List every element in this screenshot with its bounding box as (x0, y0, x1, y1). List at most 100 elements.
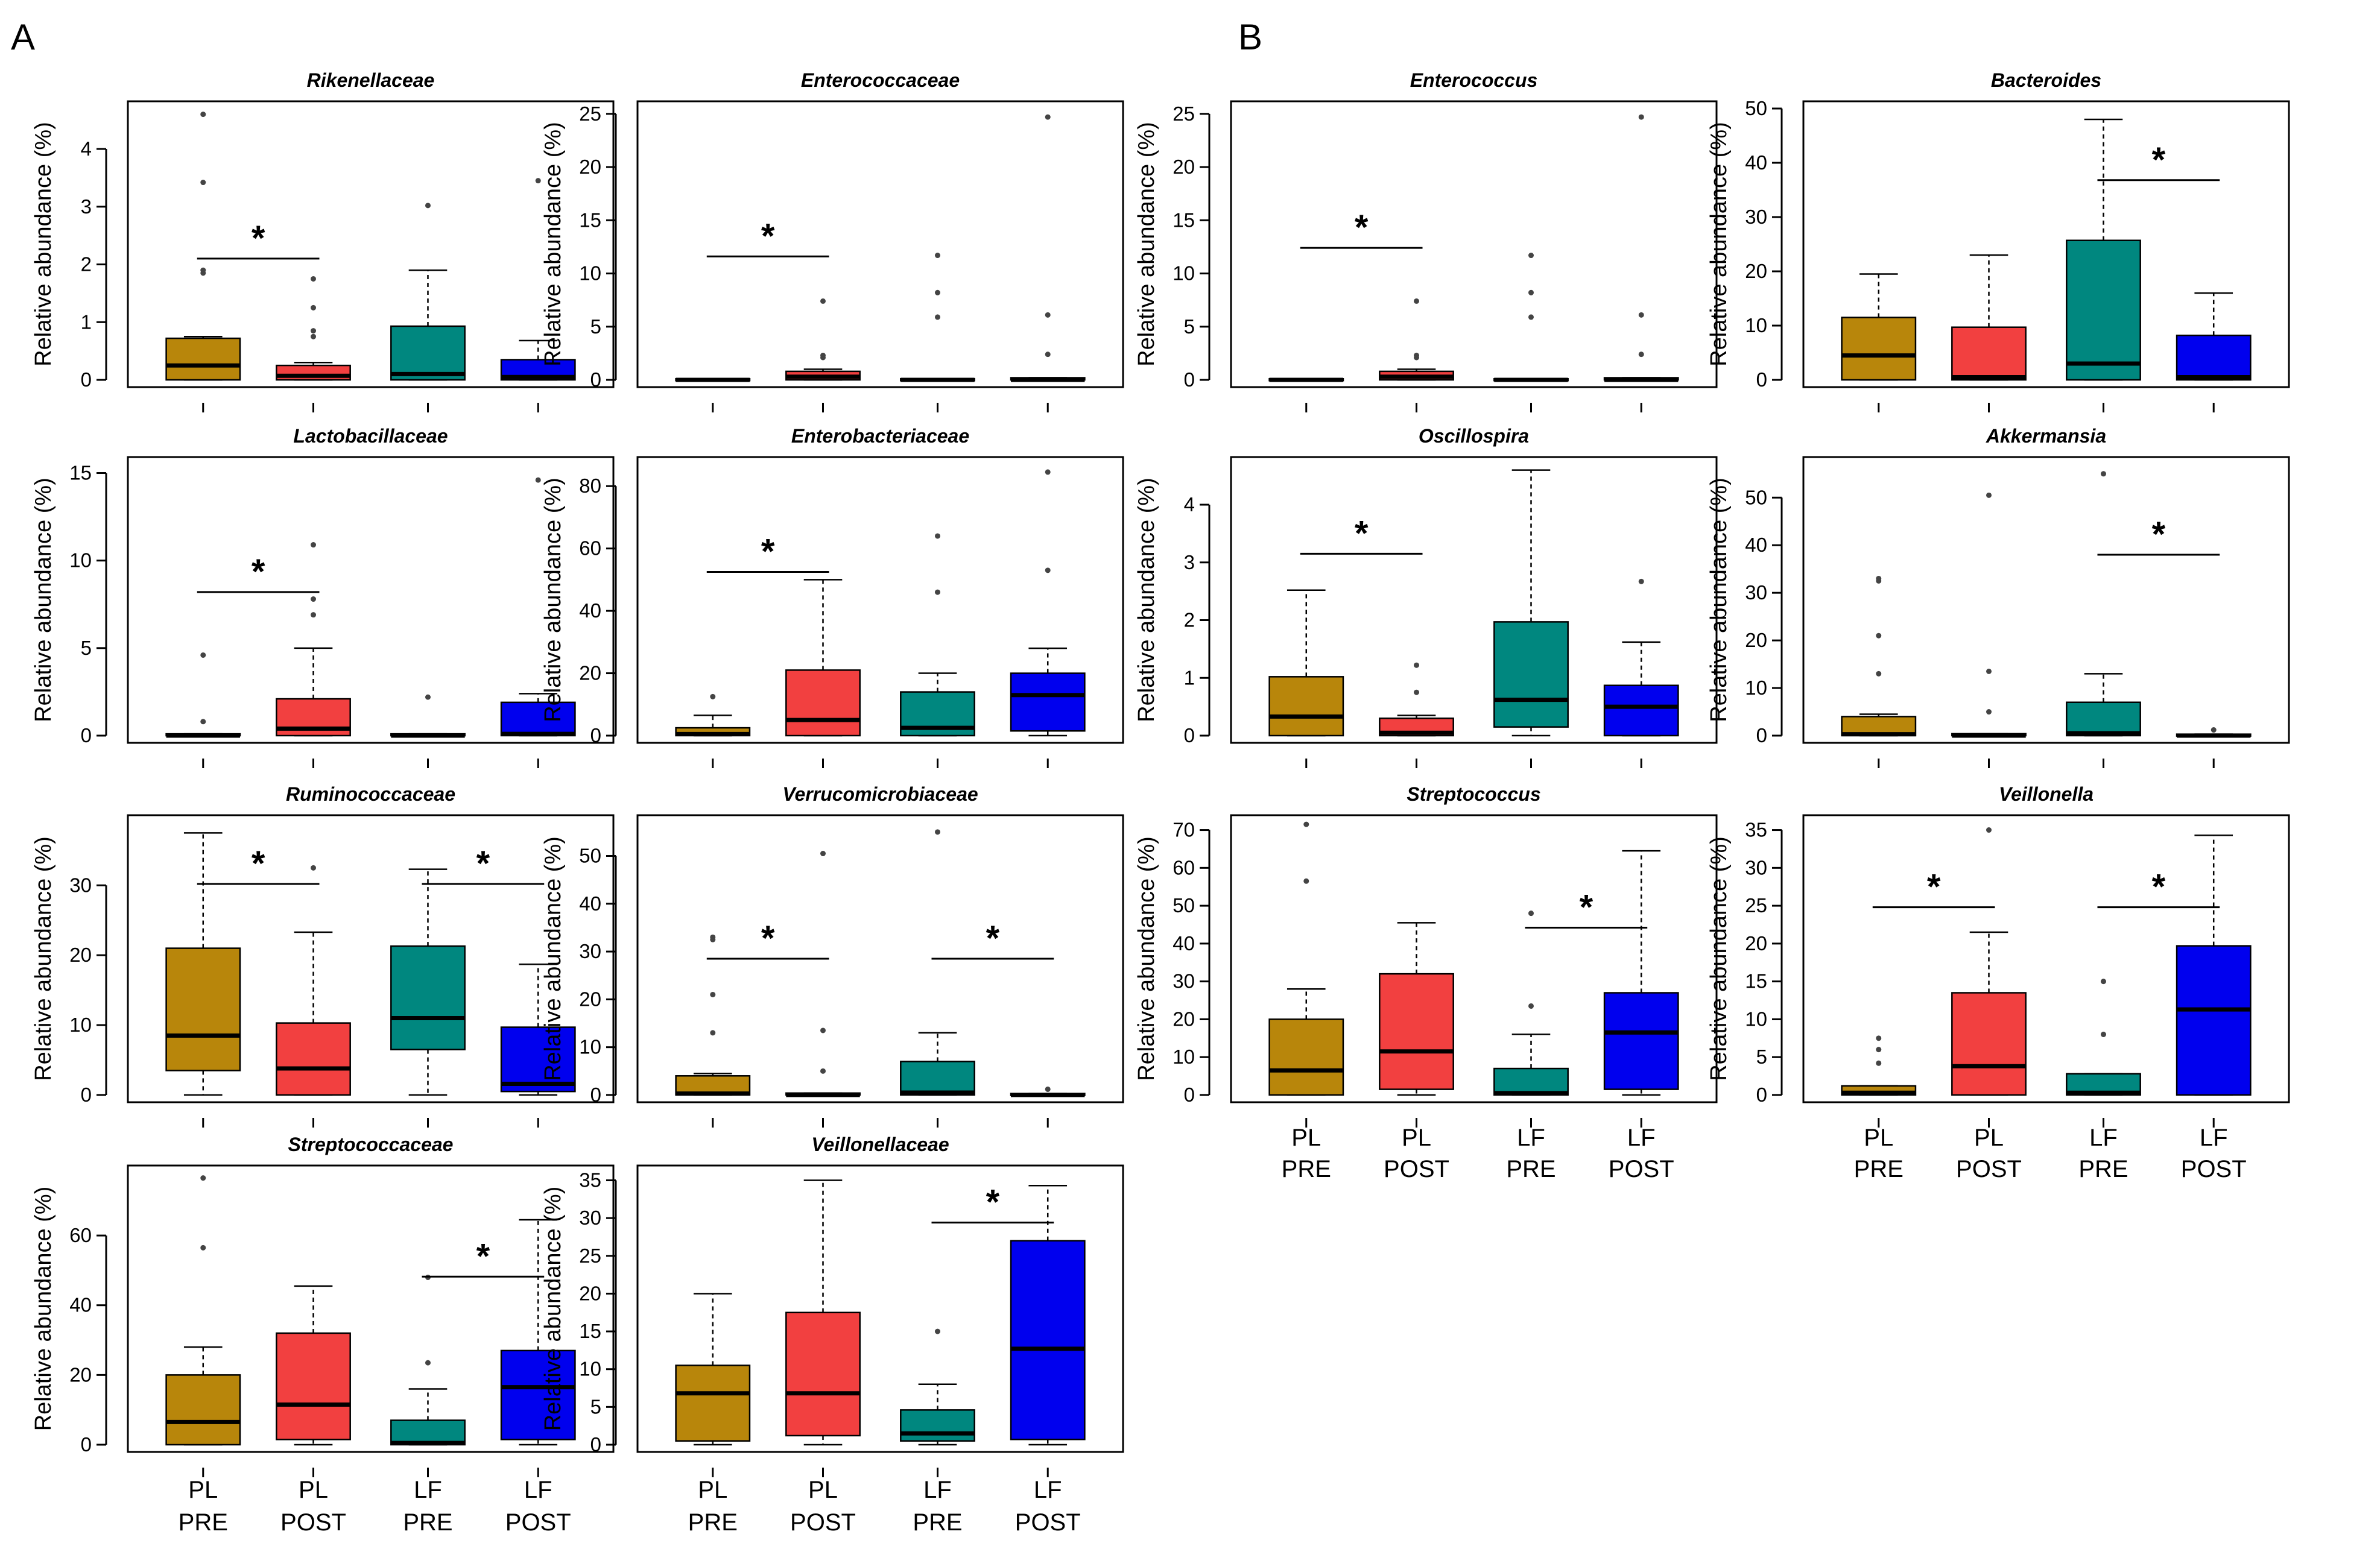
y-tick-label: 5 (1184, 315, 1195, 338)
y-tick-label: 10 (1173, 262, 1195, 285)
group-label-line2: PRE (913, 1509, 962, 1536)
y-tick-label: 0 (590, 724, 601, 746)
chart-verrucomicrobiaceae: Verrucomicrobiaceae 0 10 20 30 40 50 Relative a… (540, 783, 1124, 1128)
chart-title: Enterococcus (1410, 69, 1538, 91)
box-2 (276, 276, 351, 381)
outlier-point (2100, 1032, 2106, 1038)
chart-oscillospira: Oscillospira 0 1 2 3 4 Relative abundance (%) * (1134, 425, 1718, 768)
group-label-line1: LF (1627, 1125, 1656, 1151)
box-iqr (165, 947, 241, 1071)
y-tick-label: 30 (579, 1207, 601, 1229)
y-tick-label: 70 (1173, 819, 1195, 841)
box-iqr (2176, 334, 2252, 381)
box-3 (2066, 979, 2141, 1096)
outlier-point (1638, 352, 1644, 358)
box-1 (1268, 377, 1344, 382)
box-iqr (500, 1026, 576, 1093)
panel-label-b: B (1238, 17, 1262, 57)
box-2 (1379, 298, 1454, 381)
outlier-point (934, 314, 940, 320)
y-tick-label: 50 (579, 845, 601, 867)
outlier-point (1876, 670, 1882, 677)
y-tick-label: 20 (1173, 1008, 1195, 1030)
box-iqr (900, 1061, 975, 1096)
outlier-point (200, 180, 206, 186)
outlier-point (535, 477, 541, 483)
group-label-line2: POST (2181, 1156, 2247, 1182)
box-4 (1010, 1086, 1086, 1097)
box-4 (2176, 292, 2252, 381)
box-2 (276, 865, 351, 1096)
box-iqr (500, 701, 576, 737)
y-tick-label: 50 (1745, 486, 1767, 508)
box-iqr (2176, 945, 2252, 1096)
box-iqr (276, 1022, 351, 1096)
box-1 (165, 832, 241, 1096)
y-tick-label: 10 (1745, 314, 1767, 336)
group-label-line1: LF (2089, 1125, 2118, 1151)
y-tick-label: 3 (81, 195, 92, 218)
y-tick-label: 20 (1745, 629, 1767, 651)
outlier-point (1303, 821, 1309, 827)
y-axis-label: Relative abundance (%) (31, 836, 56, 1081)
outlier-point (425, 1360, 431, 1366)
outlier-point (710, 693, 716, 699)
y-tick-label: 10 (69, 1014, 92, 1036)
y-tick-label: 30 (1745, 206, 1767, 228)
box-iqr (1010, 672, 1086, 732)
group-label-line1: PL (1864, 1125, 1893, 1151)
y-tick-label: 35 (1745, 819, 1767, 841)
y-axis-label: Relative abundance (%) (1134, 122, 1159, 367)
y-tick-label: 50 (1745, 97, 1767, 119)
significance-star: * (1580, 888, 1594, 927)
y-tick-label: 20 (579, 988, 601, 1010)
outlier-point (311, 333, 317, 339)
y-tick-label: 3 (1184, 551, 1195, 573)
plot-frame (1230, 456, 1718, 744)
group-label-line2: POST (280, 1509, 346, 1536)
outlier-point (311, 865, 317, 871)
box-iqr (390, 945, 466, 1050)
y-tick-label: 10 (69, 549, 92, 572)
box-1 (1841, 575, 1917, 737)
outlier-point (1986, 709, 1992, 715)
y-tick-label: 60 (579, 537, 601, 560)
y-tick-label: 40 (1745, 534, 1767, 556)
y-axis-label: Relative abundance (%) (540, 1187, 566, 1431)
group-label-line1: LF (923, 1477, 952, 1503)
group-label-line2: POST (1609, 1156, 1674, 1182)
box-iqr (165, 1374, 241, 1446)
y-tick-label: 15 (579, 1320, 601, 1342)
outlier-point (1876, 1035, 1882, 1041)
box-4 (1603, 114, 1679, 382)
outlier-point (934, 1328, 940, 1334)
y-tick-label: 30 (1745, 581, 1767, 604)
outlier-point (820, 1027, 826, 1033)
box-iqr (390, 325, 466, 381)
y-tick-label: 10 (579, 262, 601, 285)
y-axis-label: Relative abundance (%) (1706, 836, 1732, 1081)
box-1 (1841, 273, 1917, 381)
y-tick-label: 2 (1184, 609, 1195, 631)
significance-star: * (252, 552, 265, 592)
group-label-line1: PL (698, 1477, 727, 1503)
y-tick-label: 1 (1184, 666, 1195, 689)
chart-title: Streptococcaceae (288, 1134, 454, 1155)
outlier-point (934, 533, 940, 539)
plot-frame (636, 100, 1124, 388)
y-tick-label: 30 (69, 874, 92, 896)
y-tick-label: 40 (579, 892, 601, 915)
box-1 (165, 112, 241, 381)
y-tick-label: 10 (1745, 677, 1767, 699)
box-2 (1379, 662, 1454, 737)
outlier-point (2211, 727, 2217, 733)
box-iqr (390, 1419, 466, 1446)
box-2 (276, 1285, 351, 1446)
box-4 (1603, 850, 1679, 1096)
plot-frame (1230, 100, 1718, 388)
chart-title: Oscillospira (1419, 425, 1529, 447)
outlier-point (425, 203, 431, 209)
outlier-point (1528, 1003, 1534, 1009)
y-tick-label: 5 (81, 637, 92, 659)
box-4 (1603, 578, 1679, 737)
